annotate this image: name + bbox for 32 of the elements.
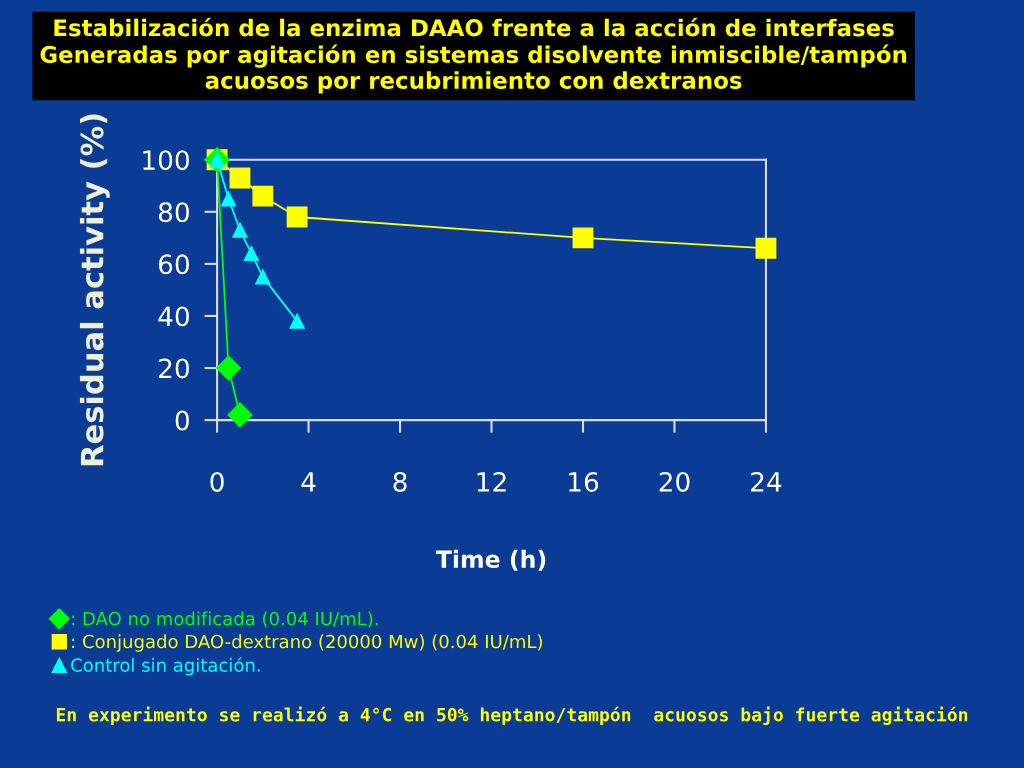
legend-label: : Conjugado DAO-dextrano (20000 Mw) (0.04 IU/mL) xyxy=(72,634,542,652)
point xyxy=(220,191,237,207)
point xyxy=(232,222,248,238)
point xyxy=(216,355,242,381)
legend-label: Control sin agitación. xyxy=(71,657,260,676)
point xyxy=(252,185,274,207)
chart-title: Estabilización de la enzima DAAO frente a la acción de interfases Generadas por agitación en sistemas disolvente inmiscible/tampón acuosos por recubrimiento con dextranos xyxy=(40,17,907,94)
point xyxy=(243,245,260,262)
y-axis-title: Residual activity (%) xyxy=(79,114,110,466)
point xyxy=(755,237,777,259)
x-tick-label: 0 xyxy=(210,471,224,492)
point xyxy=(286,206,308,228)
x-axis-title: Time (h) xyxy=(435,549,546,571)
legend-label: : DAO no modificada (0.04 IU/mL). xyxy=(72,611,378,628)
y-tick-label: 80 xyxy=(158,202,189,223)
x-tick-label: 20 xyxy=(659,471,690,492)
x-tick-label: 8 xyxy=(393,471,407,492)
text: En experimento se realizó a 4°C en 50% heptano/tampón acuosos bajo fuerte agitación xyxy=(56,706,968,725)
x-tick-label: 24 xyxy=(751,471,782,492)
point xyxy=(229,167,251,189)
point xyxy=(572,227,594,249)
point xyxy=(227,402,253,428)
point xyxy=(255,269,271,285)
x-tick-label: 12 xyxy=(477,471,506,492)
x-tick-label: 4 xyxy=(301,472,316,492)
x-tick-label: 16 xyxy=(569,471,599,492)
y-tick-label: 60 xyxy=(158,254,189,275)
y-tick-label: 100 xyxy=(143,150,189,171)
y-tick-label: 20 xyxy=(159,358,189,379)
y-tick-label: 40 xyxy=(158,306,189,327)
y-tick-label: 0 xyxy=(175,410,189,431)
point xyxy=(289,313,305,329)
